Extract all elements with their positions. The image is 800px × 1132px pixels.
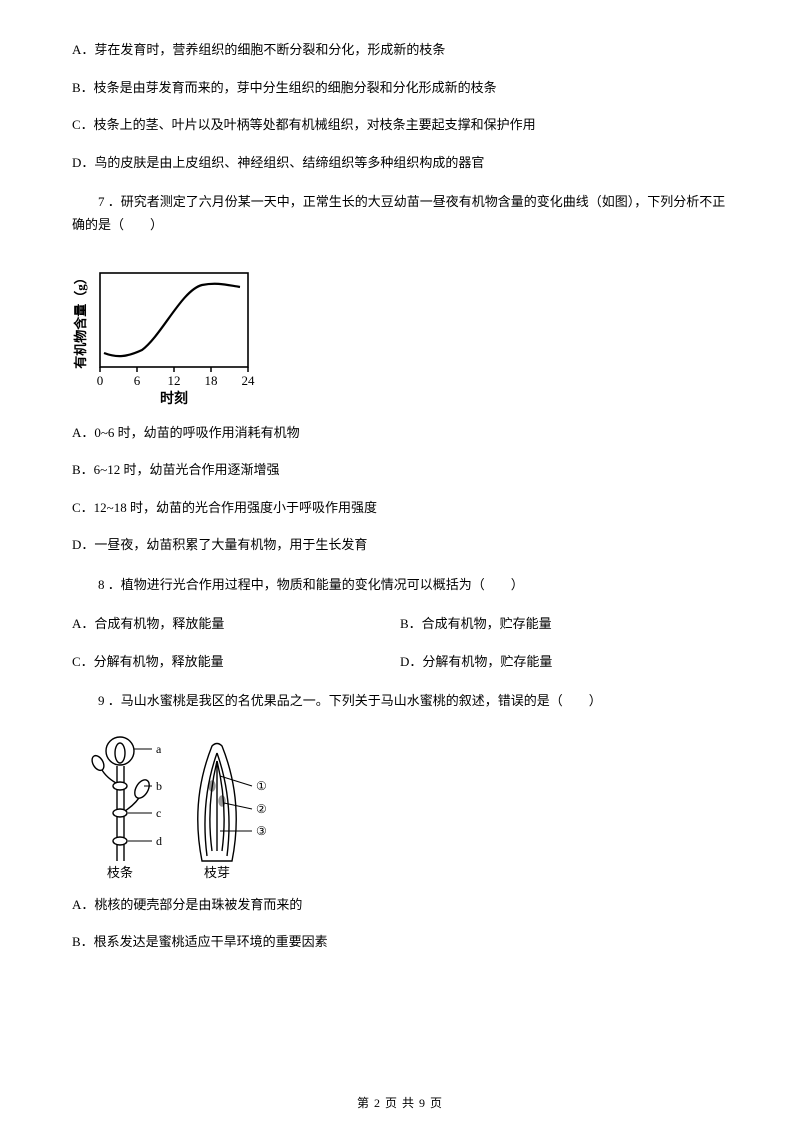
marker-d: d	[156, 834, 162, 848]
marker-3: ③	[256, 824, 267, 838]
q9-option-a: A．桃核的硬壳部分是由珠被发育而来的	[72, 895, 728, 915]
xtick-12: 12	[168, 373, 181, 388]
xtick-18: 18	[205, 373, 218, 388]
q8-option-a: A．合成有机物，释放能量	[72, 614, 400, 634]
ylabel: 有机物含量（g）	[73, 271, 88, 369]
q7-chart: 0 6 12 18 24 时刻 有机物含量（g）	[72, 255, 272, 405]
q6-option-c: C．枝条上的茎、叶片以及叶柄等处都有机械组织，对枝条主要起支撑和保护作用	[72, 115, 728, 135]
q7-option-d: D．一昼夜，幼苗积累了大量有机物，用于生长发育	[72, 535, 728, 555]
right-label: 枝芽	[204, 865, 230, 880]
xtick-0: 0	[97, 373, 104, 388]
q7-option-c: C．12~18 时，幼苗的光合作用强度小于呼吸作用强度	[72, 498, 728, 518]
marker-2: ②	[256, 802, 267, 816]
q7-option-b: B．6~12 时，幼苗光合作用逐渐增强	[72, 460, 728, 480]
q6-option-d: D．鸟的皮肤是由上皮组织、神经组织、结缔组织等多种组织构成的器官	[72, 153, 728, 173]
marker-c: c	[156, 806, 161, 820]
q7-intro: 7 ．研究者测定了六月份某一天中，正常生长的大豆幼苗一昼夜有机物含量的变化曲线（…	[72, 190, 728, 237]
q9-intro: 9 ．马山水蜜桃是我区的名优果品之一。下列关于马山水蜜桃的叙述，错误的是（ ）	[72, 689, 728, 712]
xlabel: 时刻	[160, 390, 188, 405]
xtick-24: 24	[242, 373, 256, 388]
marker-1: ①	[256, 779, 267, 793]
q8-option-d: D．分解有机物，贮存能量	[400, 652, 728, 672]
marker-b: b	[156, 779, 162, 793]
q6-option-a: A．芽在发育时，营养组织的细胞不断分裂和分化，形成新的枝条	[72, 40, 728, 60]
q8-option-c: C．分解有机物，释放能量	[72, 652, 400, 672]
q6-option-b: B．枝条是由芽发育而来的，芽中分生组织的细胞分裂和分化形成新的枝条	[72, 78, 728, 98]
q8-intro: 8 ．植物进行光合作用过程中，物质和能量的变化情况可以概括为（ ）	[72, 573, 728, 596]
marker-a: a	[156, 742, 162, 756]
page-footer: 第 2 页 共 9 页	[0, 1094, 800, 1112]
q8-option-b: B．合成有机物，贮存能量	[400, 614, 728, 634]
xtick-6: 6	[134, 373, 141, 388]
left-label: 枝条	[107, 865, 133, 880]
q7-option-a: A．0~6 时，幼苗的呼吸作用消耗有机物	[72, 423, 728, 443]
q9-option-b: B．根系发达是蜜桃适应干旱环境的重要因素	[72, 932, 728, 952]
q9-diagram: a b c d 枝条 ① ② ③ 枝芽	[72, 731, 292, 881]
